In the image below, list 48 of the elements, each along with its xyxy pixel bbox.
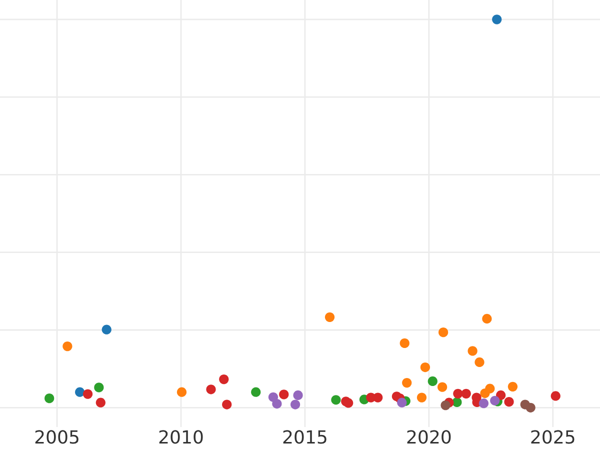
point	[474, 357, 484, 368]
x-tick-label: 2015	[283, 430, 326, 444]
point	[222, 400, 232, 410]
point	[176, 387, 187, 397]
point	[94, 382, 104, 392]
point	[251, 387, 261, 397]
point	[397, 398, 407, 408]
point	[82, 389, 93, 399]
point	[550, 391, 560, 401]
point	[96, 398, 106, 408]
point	[526, 402, 536, 412]
point	[344, 398, 354, 408]
point	[290, 400, 300, 410]
point	[219, 374, 229, 384]
x-tick-label: 2025	[531, 430, 574, 444]
x-tick-label: 2020	[407, 430, 451, 444]
point	[428, 376, 438, 386]
point	[102, 324, 112, 334]
point	[461, 388, 471, 398]
point	[482, 314, 492, 324]
point	[440, 400, 450, 410]
point	[496, 390, 506, 400]
point	[490, 396, 500, 406]
point	[438, 328, 448, 338]
x-tick-label: 2010	[159, 430, 203, 444]
point	[206, 384, 216, 394]
point	[492, 14, 502, 24]
point	[402, 378, 412, 388]
point	[504, 397, 514, 407]
point	[420, 362, 430, 372]
point	[272, 398, 282, 409]
point	[75, 387, 85, 397]
point	[279, 390, 289, 400]
point	[324, 312, 335, 322]
point	[331, 395, 341, 405]
x-tick-label: 2005	[35, 430, 78, 444]
point	[478, 398, 489, 408]
point	[62, 341, 72, 352]
point	[485, 384, 495, 394]
point	[453, 388, 463, 398]
point	[44, 394, 54, 404]
point	[373, 392, 383, 402]
point	[416, 392, 427, 402]
point	[468, 346, 478, 356]
point	[293, 390, 303, 400]
point	[400, 338, 410, 348]
point	[508, 382, 518, 392]
point	[438, 382, 448, 392]
